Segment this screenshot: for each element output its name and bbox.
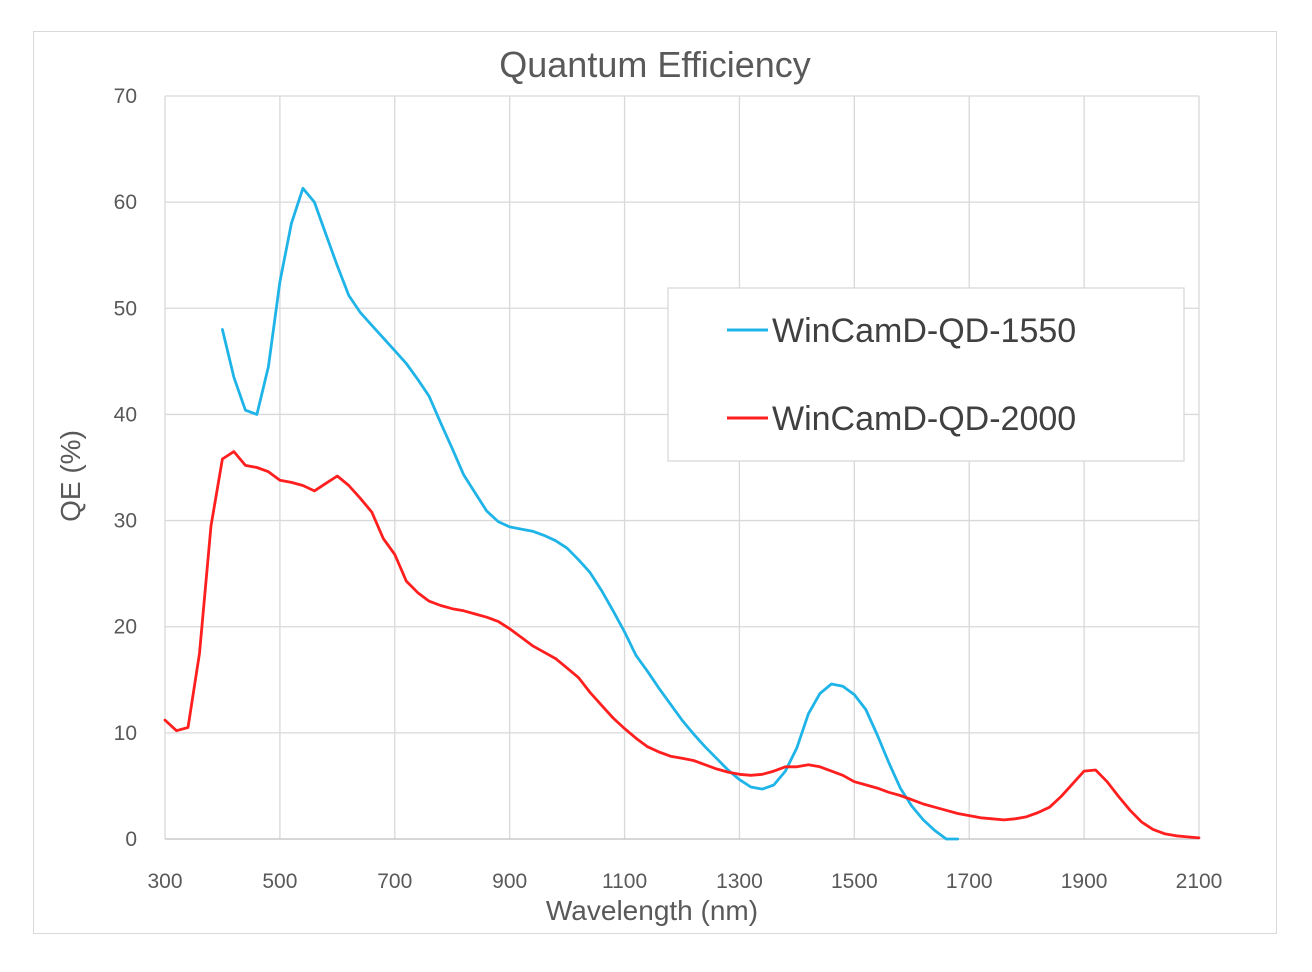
legend: WinCamD-QD-1550 WinCamD-QD-2000 xyxy=(667,287,1185,462)
chart-title: Quantum Efficiency xyxy=(499,44,810,85)
legend-box xyxy=(667,287,1185,462)
series-line-wincamd-qd-2000 xyxy=(163,450,1201,840)
y-tick-label: 50 xyxy=(114,297,137,320)
x-tick-label: 1500 xyxy=(831,870,878,893)
x-axis-title: Wavelength (nm) xyxy=(546,895,758,926)
grid-lines xyxy=(164,95,1200,839)
x-tick-label: 900 xyxy=(492,870,527,893)
y-tick-label: 20 xyxy=(114,616,137,639)
y-tick-label: 10 xyxy=(114,722,137,745)
y-tick-label: 60 xyxy=(114,191,137,214)
x-tick-label: 1900 xyxy=(1061,870,1108,893)
x-tick-label: 1100 xyxy=(602,870,647,893)
legend-label-2000: WinCamD-QD-2000 xyxy=(772,400,1076,438)
y-tick-label: 0 xyxy=(125,828,137,851)
tick-labels: 0 10 20 30 40 50 60 70 300 500 700 900 1100 1300 1500 1… xyxy=(114,85,1223,893)
y-tick-label: 30 xyxy=(114,510,137,533)
chart-frame xyxy=(33,31,1277,934)
series-lines xyxy=(163,186,1201,841)
x-tick-label: 700 xyxy=(377,870,412,893)
y-tick-label: 70 xyxy=(114,85,137,108)
y-axis-title: QE (%) xyxy=(55,430,86,522)
x-tick-label: 500 xyxy=(262,870,297,893)
x-tick-label: 2100 xyxy=(1176,870,1223,893)
y-tick-label: 40 xyxy=(114,403,137,426)
x-tick-label: 1300 xyxy=(716,870,763,893)
x-tick-label: 300 xyxy=(147,870,182,893)
series-line-wincamd-qd-1550 xyxy=(221,186,960,841)
legend-label-1550: WinCamD-QD-1550 xyxy=(772,312,1076,350)
x-tick-label: 1700 xyxy=(946,870,993,893)
